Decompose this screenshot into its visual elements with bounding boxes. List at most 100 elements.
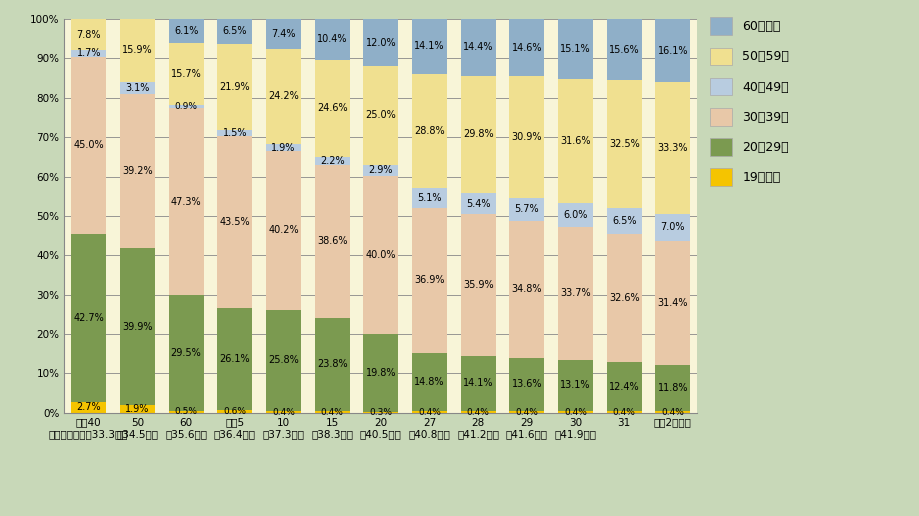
Bar bbox=[558, 19, 593, 413]
Bar bbox=[509, 221, 544, 358]
Bar bbox=[266, 20, 301, 49]
Bar bbox=[168, 108, 203, 295]
Text: 25.0%: 25.0% bbox=[365, 110, 396, 120]
Bar bbox=[168, 19, 203, 43]
Bar bbox=[363, 412, 398, 413]
Text: 25.8%: 25.8% bbox=[267, 356, 299, 365]
Bar bbox=[266, 411, 301, 413]
Text: 5.1%: 5.1% bbox=[417, 192, 441, 203]
Bar bbox=[412, 19, 447, 413]
Text: 7.0%: 7.0% bbox=[660, 222, 685, 232]
Text: 42.7%: 42.7% bbox=[74, 313, 104, 323]
Bar bbox=[266, 19, 301, 413]
Text: 15.6%: 15.6% bbox=[608, 45, 639, 55]
Text: 38.6%: 38.6% bbox=[316, 236, 347, 247]
Text: 26.1%: 26.1% bbox=[220, 354, 250, 364]
Bar bbox=[119, 19, 154, 413]
Text: 6.5%: 6.5% bbox=[222, 26, 247, 37]
Bar bbox=[606, 362, 641, 411]
Bar bbox=[314, 60, 349, 157]
Bar bbox=[654, 214, 689, 241]
Bar bbox=[363, 66, 398, 165]
Bar bbox=[266, 151, 301, 310]
Bar bbox=[119, 82, 154, 94]
Text: 5.4%: 5.4% bbox=[465, 199, 490, 208]
Text: 2.7%: 2.7% bbox=[76, 402, 101, 412]
Text: 29.5%: 29.5% bbox=[171, 348, 201, 358]
Bar bbox=[654, 411, 689, 413]
Text: 31.6%: 31.6% bbox=[560, 136, 590, 146]
Bar bbox=[363, 19, 398, 66]
Text: 31.4%: 31.4% bbox=[657, 298, 687, 308]
Bar bbox=[509, 76, 544, 198]
Bar bbox=[119, 248, 154, 405]
Text: 13.6%: 13.6% bbox=[511, 379, 541, 390]
Bar bbox=[558, 79, 593, 203]
Text: 6.1%: 6.1% bbox=[174, 26, 199, 36]
Text: 14.8%: 14.8% bbox=[414, 377, 444, 387]
Bar bbox=[168, 43, 203, 105]
Bar bbox=[217, 131, 252, 136]
Text: 34.8%: 34.8% bbox=[511, 284, 541, 294]
Legend: 60歳以上, 50〜59歳, 40〜49歳, 30〜39歳, 20〜29歳, 19歳以下: 60歳以上, 50〜59歳, 40〜49歳, 30〜39歳, 20〜29歳, 1… bbox=[709, 18, 789, 186]
Bar bbox=[509, 198, 544, 221]
Text: 33.3%: 33.3% bbox=[657, 143, 687, 153]
Bar bbox=[606, 208, 641, 234]
Bar bbox=[119, 405, 154, 413]
Bar bbox=[217, 136, 252, 308]
Text: 2.2%: 2.2% bbox=[320, 156, 344, 166]
Text: 28.8%: 28.8% bbox=[414, 126, 444, 136]
Text: 1.5%: 1.5% bbox=[222, 128, 247, 138]
Bar bbox=[168, 19, 203, 413]
Text: 47.3%: 47.3% bbox=[171, 197, 201, 206]
Text: 5.7%: 5.7% bbox=[514, 204, 539, 215]
Bar bbox=[460, 356, 495, 411]
Text: 15.7%: 15.7% bbox=[171, 69, 201, 79]
Text: 0.4%: 0.4% bbox=[661, 408, 684, 416]
Text: 15.9%: 15.9% bbox=[122, 45, 153, 55]
Text: 0.4%: 0.4% bbox=[612, 408, 635, 416]
Text: 29.8%: 29.8% bbox=[462, 130, 493, 139]
Bar bbox=[558, 20, 593, 79]
Text: 39.9%: 39.9% bbox=[122, 322, 153, 332]
Text: 40.0%: 40.0% bbox=[365, 250, 396, 260]
Text: 0.3%: 0.3% bbox=[369, 408, 391, 417]
Bar bbox=[314, 19, 349, 413]
Bar bbox=[412, 19, 447, 74]
Bar bbox=[217, 19, 252, 44]
Bar bbox=[266, 49, 301, 144]
Bar bbox=[606, 80, 641, 208]
Bar bbox=[654, 365, 689, 411]
Text: 6.5%: 6.5% bbox=[611, 216, 636, 226]
Bar bbox=[266, 310, 301, 411]
Text: 43.5%: 43.5% bbox=[220, 217, 250, 227]
Text: 39.2%: 39.2% bbox=[122, 166, 153, 176]
Bar bbox=[217, 308, 252, 410]
Text: 21.9%: 21.9% bbox=[220, 83, 250, 92]
Text: 15.1%: 15.1% bbox=[560, 44, 590, 54]
Bar bbox=[314, 19, 349, 60]
Bar bbox=[71, 402, 107, 413]
Text: 14.6%: 14.6% bbox=[511, 43, 541, 53]
Text: 12.4%: 12.4% bbox=[608, 382, 639, 392]
Bar bbox=[558, 360, 593, 411]
Bar bbox=[217, 19, 252, 413]
Text: 24.2%: 24.2% bbox=[267, 91, 299, 101]
Text: 32.6%: 32.6% bbox=[608, 293, 639, 303]
Bar bbox=[119, 94, 154, 248]
Bar bbox=[654, 83, 689, 214]
Bar bbox=[314, 157, 349, 166]
Text: 0.9%: 0.9% bbox=[175, 102, 198, 111]
Text: 1.9%: 1.9% bbox=[125, 404, 150, 414]
Bar bbox=[654, 241, 689, 365]
Text: 0.4%: 0.4% bbox=[272, 408, 295, 416]
Text: 16.1%: 16.1% bbox=[657, 46, 687, 56]
Text: 6.0%: 6.0% bbox=[562, 210, 587, 220]
Bar bbox=[412, 187, 447, 207]
Text: 14.1%: 14.1% bbox=[414, 41, 444, 52]
Bar bbox=[314, 411, 349, 413]
Text: 45.0%: 45.0% bbox=[74, 140, 104, 150]
Bar bbox=[217, 410, 252, 413]
Text: 32.5%: 32.5% bbox=[608, 139, 639, 150]
Bar bbox=[460, 19, 495, 413]
